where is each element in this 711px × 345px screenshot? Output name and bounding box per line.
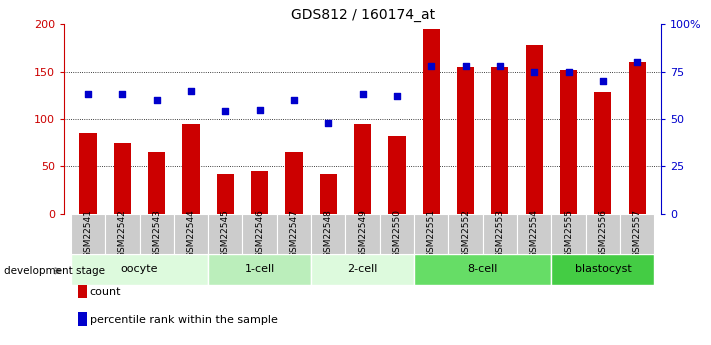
Bar [114,143,131,214]
Text: GSM22546: GSM22546 [255,209,264,258]
Text: GSM22553: GSM22553 [496,209,504,258]
Bar [422,29,440,214]
FancyBboxPatch shape [242,214,277,254]
FancyBboxPatch shape [552,214,586,254]
FancyBboxPatch shape [311,214,346,254]
Point [288,97,299,103]
Bar [388,136,405,214]
FancyBboxPatch shape [449,214,483,254]
FancyBboxPatch shape [414,214,449,254]
Text: oocyte: oocyte [121,264,159,274]
Text: GSM22554: GSM22554 [530,209,539,258]
FancyBboxPatch shape [139,214,173,254]
Bar [285,152,303,214]
Point [323,120,334,126]
Text: 2-cell: 2-cell [348,264,378,274]
Bar [525,45,542,214]
Text: GSM22545: GSM22545 [221,209,230,258]
Text: percentile rank within the sample: percentile rank within the sample [90,315,277,325]
Text: GSM22550: GSM22550 [392,209,402,258]
Text: GSM22549: GSM22549 [358,209,367,258]
Point [631,59,643,65]
Text: GSM22551: GSM22551 [427,209,436,258]
Text: blastocyst: blastocyst [574,264,631,274]
Text: GSM22557: GSM22557 [633,209,642,258]
FancyBboxPatch shape [552,254,654,285]
Bar [594,92,611,214]
FancyBboxPatch shape [414,254,552,285]
Point [494,63,506,69]
Point [357,91,368,97]
FancyBboxPatch shape [71,254,208,285]
Point [563,69,574,74]
Point [254,107,265,112]
Point [597,78,609,84]
Text: GSM22552: GSM22552 [461,209,470,258]
Point [117,91,128,97]
Text: GSM22542: GSM22542 [118,209,127,258]
Text: development stage: development stage [4,266,105,276]
Point [528,69,540,74]
FancyBboxPatch shape [483,214,517,254]
Bar [217,174,234,214]
Bar [491,67,508,214]
FancyBboxPatch shape [208,214,242,254]
Text: 8-cell: 8-cell [468,264,498,274]
FancyBboxPatch shape [620,214,654,254]
Text: GSM22555: GSM22555 [564,209,573,258]
Bar [560,70,577,214]
FancyBboxPatch shape [380,214,414,254]
Text: count: count [90,287,121,297]
Bar [629,62,646,214]
Bar [148,152,165,214]
Point [460,63,471,69]
Title: GDS812 / 160174_at: GDS812 / 160174_at [291,8,434,22]
Bar [457,67,474,214]
FancyBboxPatch shape [311,254,414,285]
Text: GSM22548: GSM22548 [324,209,333,258]
Bar [183,124,200,214]
Point [186,88,197,93]
Point [391,93,402,99]
Bar [354,124,371,214]
FancyBboxPatch shape [71,214,105,254]
Bar [80,133,97,214]
Text: GSM22543: GSM22543 [152,209,161,258]
FancyBboxPatch shape [173,214,208,254]
FancyBboxPatch shape [105,214,139,254]
Text: GSM22556: GSM22556 [599,209,607,258]
Bar [251,171,268,214]
Point [220,109,231,114]
Text: 1-cell: 1-cell [245,264,274,274]
FancyBboxPatch shape [277,214,311,254]
Point [151,97,162,103]
Bar [320,174,337,214]
Text: GSM22544: GSM22544 [186,209,196,258]
FancyBboxPatch shape [586,214,620,254]
FancyBboxPatch shape [208,254,311,285]
Point [426,63,437,69]
FancyBboxPatch shape [517,214,552,254]
Point [82,91,94,97]
Text: GSM22547: GSM22547 [289,209,299,258]
Text: GSM22541: GSM22541 [83,209,92,258]
FancyBboxPatch shape [346,214,380,254]
